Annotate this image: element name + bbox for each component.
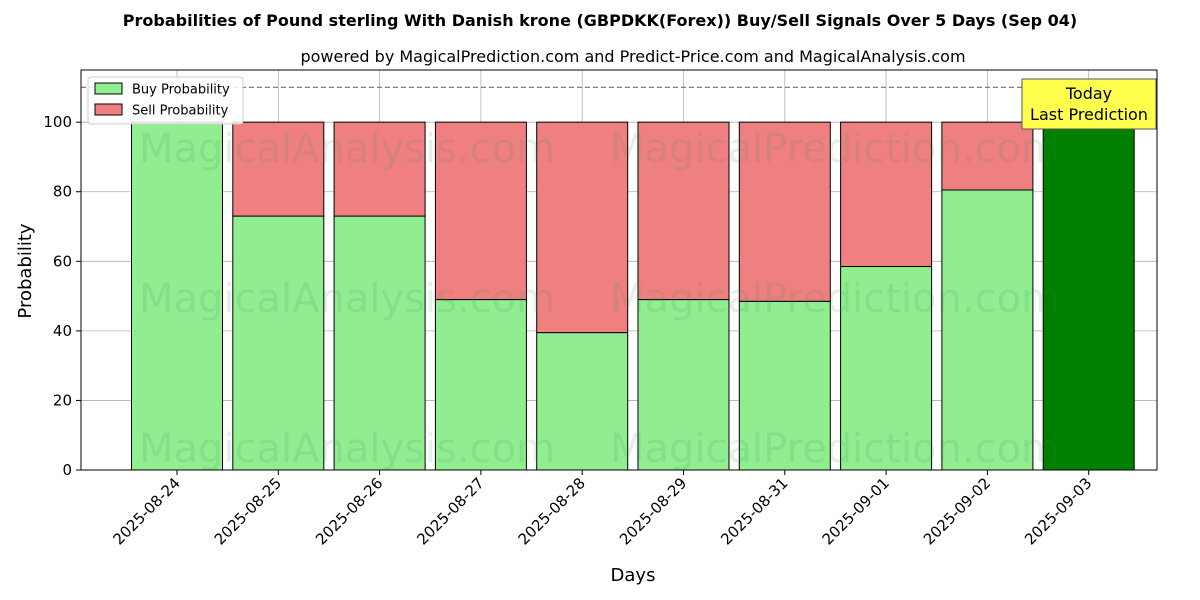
watermark-text: MagicalPrediction.com (610, 126, 1060, 172)
chart-title: Probabilities of Pound sterling With Dan… (123, 11, 1077, 30)
buy-bar (738, 300, 831, 471)
legend-swatch-buy (94, 82, 123, 95)
today-annotation: Today Last Prediction (1021, 78, 1157, 130)
watermark-layer: MagicalAnalysis.com MagicalPrediction.com… (139, 126, 1060, 472)
legend-label-buy: Buy Probability (132, 83, 230, 98)
buy-bar (434, 299, 527, 471)
sell-bar (637, 121, 730, 301)
x-tick-label: 2025-08-31 (717, 474, 791, 548)
buy-bar (941, 189, 1034, 471)
y-tick-label: 80 (53, 183, 72, 201)
watermark-text: MagicalAnalysis.com (139, 126, 555, 172)
sell-bar (738, 121, 831, 302)
buy-bar (637, 299, 730, 471)
x-tick-label: 2025-09-01 (819, 474, 893, 548)
sell-bar (232, 121, 325, 217)
watermark-text: MagicalAnalysis.com (139, 426, 555, 472)
legend-box (87, 76, 244, 125)
x-tick-label: 2025-09-02 (920, 474, 994, 548)
sell-bar (333, 121, 426, 217)
y-axis-label: Probability (15, 223, 36, 318)
legend-swatch-sell (94, 103, 123, 116)
watermark-text: MagicalPrediction.com (610, 426, 1060, 472)
y-tick-label: 0 (62, 461, 72, 479)
x-tick-label: 2025-08-26 (312, 474, 386, 548)
annotation-line-1: Today (1065, 84, 1112, 103)
sell-bar (840, 121, 933, 268)
annotation-box (1021, 78, 1157, 130)
buy-bar (840, 266, 933, 471)
x-tick-label: 2025-08-29 (616, 474, 690, 548)
x-tick-label: 2025-08-25 (211, 474, 285, 548)
annotation-line-2: Last Prediction (1030, 105, 1148, 124)
plot-frame (80, 69, 1158, 471)
x-tick-label: 2025-08-24 (109, 474, 183, 548)
x-tick-label: 2025-08-27 (413, 474, 487, 548)
legend: Buy Probability Sell Probability (87, 76, 244, 125)
sell-bar (434, 121, 527, 301)
x-tick-label: 2025-09-03 (1021, 474, 1095, 548)
buy-bar (1042, 121, 1135, 471)
watermark-text: MagicalPrediction.com (610, 276, 1060, 322)
chart-subtitle: powered by MagicalPrediction.com and Pre… (300, 47, 965, 66)
y-tick-label: 100 (43, 113, 72, 131)
y-tick-label: 40 (53, 322, 72, 340)
bars-layer (131, 121, 1135, 471)
sell-bar (536, 121, 629, 334)
legend-label-sell: Sell Probability (132, 104, 229, 119)
buy-bar (333, 215, 426, 471)
buy-bar (131, 121, 223, 471)
x-tick-label: 2025-08-28 (515, 474, 589, 548)
y-tick-label: 20 (53, 391, 72, 409)
sell-bar (941, 121, 1034, 191)
x-axis-label: Days (611, 565, 656, 586)
watermark-text: MagicalAnalysis.com (139, 276, 555, 322)
y-tick-label: 60 (53, 252, 72, 270)
